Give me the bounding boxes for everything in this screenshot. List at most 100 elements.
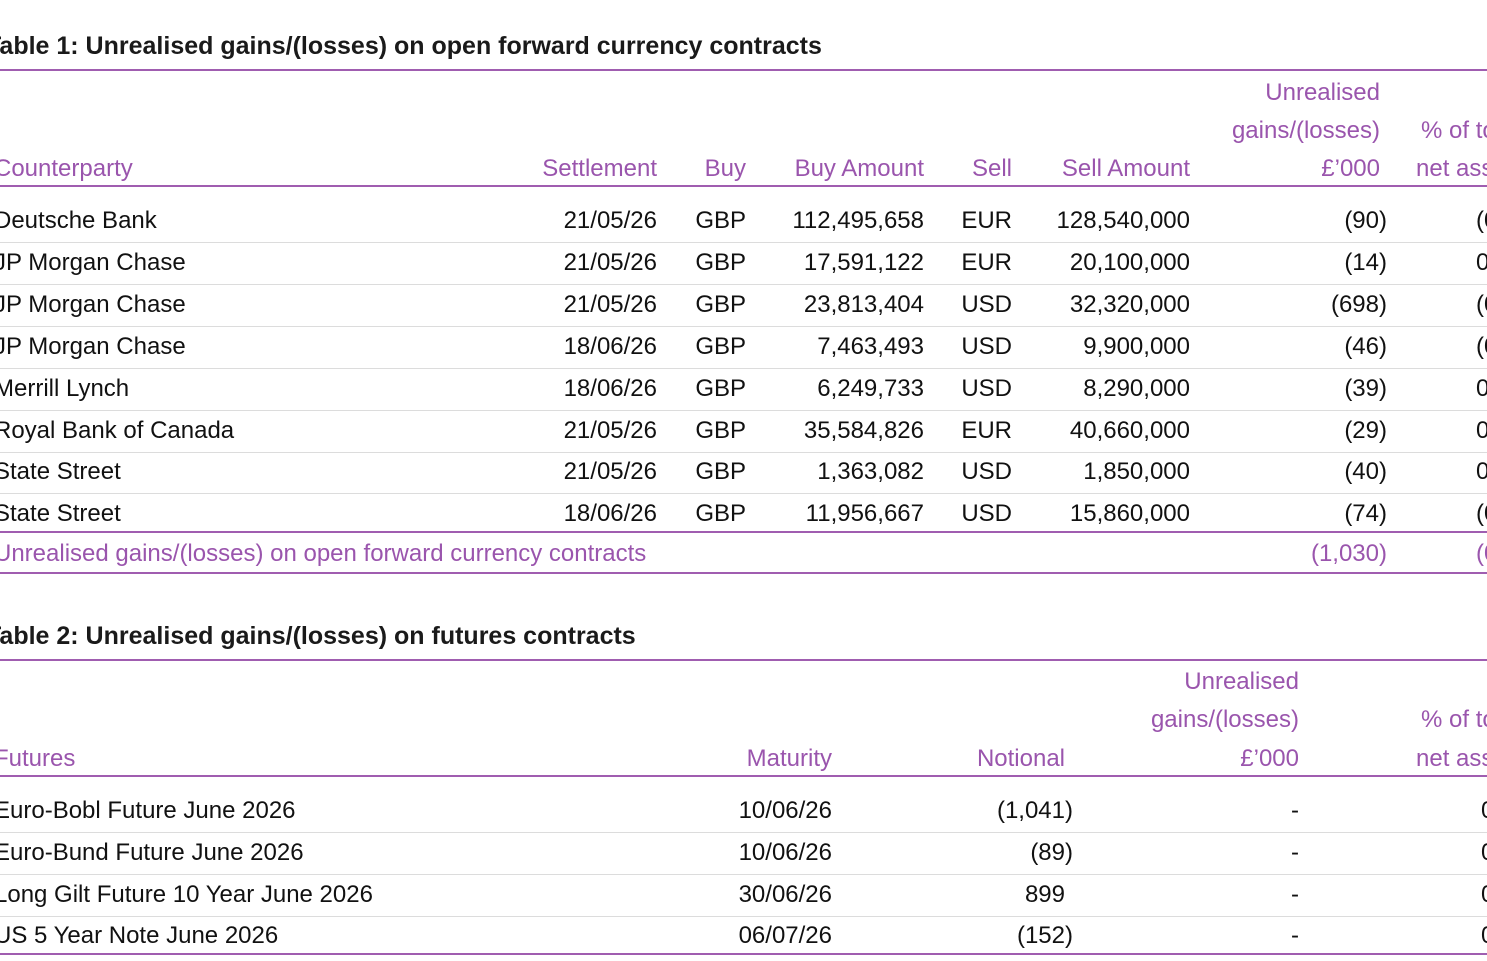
cell-unrealised: -: [1291, 922, 1299, 949]
cell-maturity: 06/07/26: [738, 922, 832, 949]
cell-sell: USD: [961, 500, 1012, 527]
table1-header-buy: Buy: [704, 155, 746, 182]
cell-sell-amount: 8,290,000: [1083, 375, 1190, 402]
cell-buy-amount: 35,584,826: [803, 417, 924, 444]
cell-sell-amount: 15,860,000: [1069, 500, 1190, 527]
table2-top-rule: [0, 659, 1487, 661]
table1-header-pct-line2: net assets: [1416, 155, 1487, 182]
cell-buy-amount: 17,591,122: [803, 249, 924, 276]
cell-buy: GBP: [695, 249, 746, 276]
cell-unrealised: (14): [1344, 249, 1387, 276]
cell-pct: 0: [1481, 881, 1487, 909]
cell-sell-amount: 1,850,000: [1083, 458, 1190, 485]
cell-futures: US 5 Year Note June 2026: [0, 922, 279, 949]
table2-header-rule: [0, 775, 1487, 777]
table1-total-pct: (0: [1476, 540, 1487, 567]
cell-counterparty: JP Morgan Chase: [0, 249, 186, 276]
cell-buy: GBP: [695, 333, 746, 360]
table1-header-pct-line1: % of total: [1421, 117, 1487, 144]
cell-buy: GBP: [695, 500, 746, 527]
row-divider: [0, 832, 1487, 833]
cell-sell-amount: 128,540,000: [1056, 207, 1190, 234]
table2-title: Table 2: Unrealised gains/(losses) on fu…: [0, 622, 636, 650]
cell-sell-amount: 20,100,000: [1069, 249, 1190, 276]
cell-buy-amount: 23,813,404: [803, 291, 924, 318]
cell-counterparty: State Street: [0, 500, 121, 527]
cell-buy: GBP: [695, 207, 746, 234]
cell-pct: 0: [1476, 458, 1487, 485]
cell-unrealised: -: [1291, 797, 1299, 824]
cell-notional: (152): [1016, 922, 1073, 949]
row-divider: [0, 452, 1487, 453]
table2-header-unrealised-line2: gains/(losses): [1150, 706, 1299, 733]
table1-header-counterparty: Counterparty: [0, 155, 133, 182]
cell-buy-amount: 1,363,082: [817, 458, 924, 485]
table1-top-rule: [0, 69, 1487, 71]
cell-sell: USD: [961, 333, 1012, 360]
cell-futures: Euro-Bund Future June 2026: [0, 839, 304, 866]
cell-pct: 0: [1481, 797, 1487, 825]
cell-unrealised: (40): [1344, 458, 1387, 485]
cell-pct: (0: [1476, 207, 1487, 234]
cell-unrealised: (90): [1344, 207, 1387, 234]
cell-settlement: 21/05/26: [563, 458, 657, 485]
row-divider: [0, 493, 1487, 494]
cell-unrealised: (46): [1344, 333, 1387, 360]
table1-header-rule: [0, 185, 1487, 187]
table1-header-unrealised-line1: Unrealised: [1265, 79, 1380, 106]
row-divider: [0, 916, 1487, 917]
cell-pct: 0: [1481, 839, 1487, 867]
cell-settlement: 18/06/26: [563, 500, 657, 527]
table1-total-top-rule: [0, 531, 1487, 533]
table1-total-label: Unrealised gains/(losses) on open forwar…: [0, 540, 647, 567]
cell-unrealised: -: [1291, 839, 1299, 866]
table1-total-unrealised: (1,030): [1310, 540, 1387, 567]
cell-settlement: 18/06/26: [563, 333, 657, 360]
cell-sell: USD: [961, 458, 1012, 485]
cell-sell: USD: [961, 291, 1012, 318]
cell-buy-amount: 7,463,493: [817, 333, 924, 360]
cell-futures: Euro-Bobl Future June 2026: [0, 797, 296, 824]
cell-settlement: 21/05/26: [563, 249, 657, 276]
table1-header-unrealised-line3: £’000: [1321, 155, 1380, 182]
table1-header-settlement: Settlement: [542, 155, 657, 182]
cell-notional: (89): [1030, 839, 1073, 866]
cell-pct: 0: [1481, 922, 1487, 950]
table1-header-buy-amount: Buy Amount: [794, 155, 924, 182]
row-divider: [0, 284, 1487, 285]
cell-buy-amount: 112,495,658: [792, 207, 924, 234]
cell-notional: 899: [1024, 881, 1065, 908]
row-divider: [0, 410, 1487, 411]
cell-maturity: 10/06/26: [738, 839, 832, 866]
cell-pct: 0: [1476, 417, 1487, 444]
cell-buy-amount: 11,956,667: [805, 500, 924, 527]
cell-counterparty: Royal Bank of Canada: [0, 417, 235, 444]
cell-sell: EUR: [961, 249, 1012, 276]
cell-counterparty: State Street: [0, 458, 121, 485]
table2-header-pct-line1: % of total: [1421, 706, 1487, 733]
cell-counterparty: JP Morgan Chase: [0, 333, 186, 360]
table1-bottom-rule: [0, 572, 1487, 574]
table2-header-unrealised-line3: £’000: [1240, 745, 1299, 772]
cell-maturity: 10/06/26: [738, 797, 832, 824]
cell-counterparty: Merrill Lynch: [0, 375, 130, 402]
cell-buy: GBP: [695, 458, 746, 485]
cell-unrealised: -: [1291, 881, 1299, 908]
cell-notional: (1,041): [996, 797, 1073, 824]
cell-pct: (0: [1476, 291, 1487, 318]
cell-unrealised: (39): [1344, 375, 1387, 402]
row-divider: [0, 326, 1487, 327]
cell-sell: USD: [961, 375, 1012, 402]
cell-settlement: 21/05/26: [563, 207, 657, 234]
table1-header-sell: Sell: [971, 155, 1012, 182]
cell-sell-amount: 40,660,000: [1069, 417, 1190, 444]
cell-pct: 0: [1476, 375, 1487, 402]
cell-buy-amount: 6,249,733: [817, 375, 924, 402]
cell-unrealised: (29): [1344, 417, 1387, 444]
cell-sell-amount: 9,900,000: [1083, 333, 1190, 360]
table1-header-unrealised-line2: gains/(losses): [1231, 117, 1380, 144]
table1-title: Table 1: Unrealised gains/(losses) on op…: [0, 32, 822, 60]
table2-header-unrealised-line1: Unrealised: [1184, 668, 1299, 695]
cell-pct: (0: [1476, 333, 1487, 360]
cell-settlement: 21/05/26: [563, 291, 657, 318]
